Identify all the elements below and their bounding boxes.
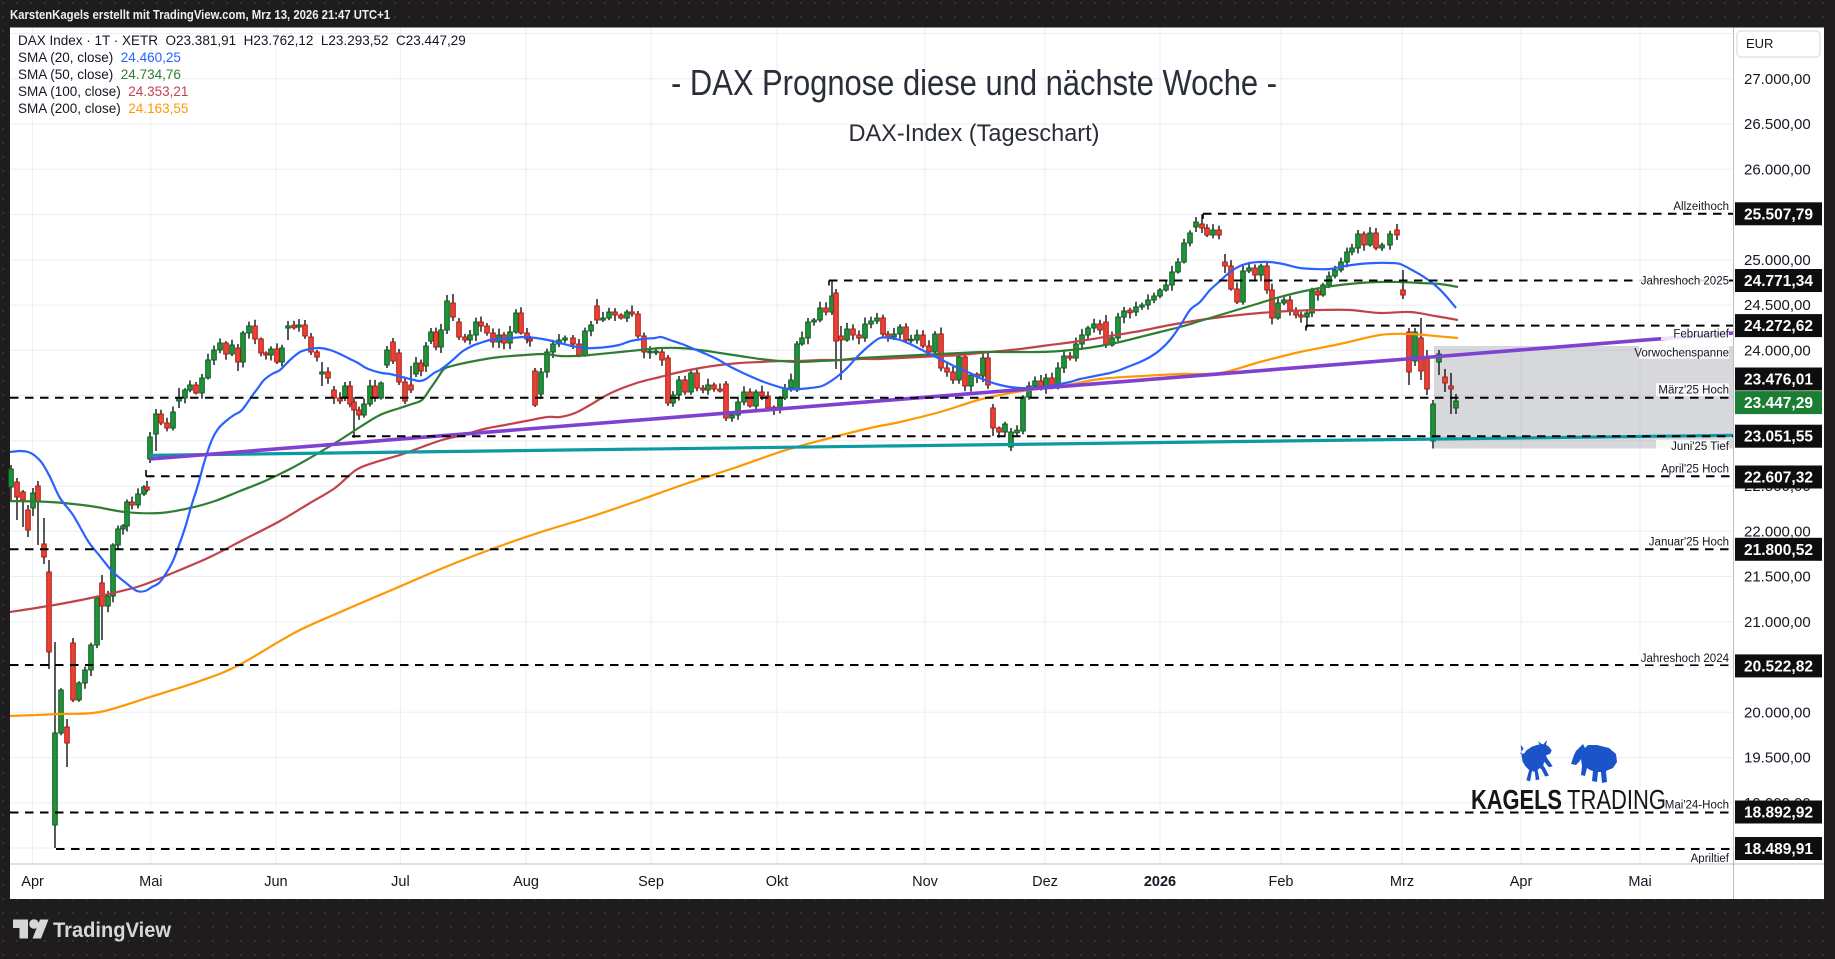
svg-text:SMA (200, close) 24.163,55: SMA (200, close) 24.163,55 <box>18 101 188 116</box>
svg-text:Apr: Apr <box>1510 874 1533 890</box>
svg-text:TradingView: TradingView <box>53 918 171 942</box>
svg-text:19.500,00: 19.500,00 <box>1744 750 1811 767</box>
svg-text:21.800,52: 21.800,52 <box>1744 542 1813 559</box>
svg-text:21.000,00: 21.000,00 <box>1744 614 1811 631</box>
svg-text:26.500,00: 26.500,00 <box>1744 116 1811 133</box>
svg-text:Jahreshoch 2025: Jahreshoch 2025 <box>1641 276 1729 288</box>
svg-text:DAX Index · 1T · XETR O23.381: DAX Index · 1T · XETR O23.381,91 H23.762… <box>18 33 466 48</box>
svg-text:20.000,00: 20.000,00 <box>1744 704 1811 721</box>
svg-text:18.892,92: 18.892,92 <box>1744 805 1813 822</box>
svg-text:Apr: Apr <box>21 874 44 890</box>
svg-text:Januar'25 Hoch: Januar'25 Hoch <box>1649 536 1729 548</box>
svg-text:20.522,82: 20.522,82 <box>1744 658 1813 675</box>
svg-text:- DAX Prognose diese und nächs: - DAX Prognose diese und nächste Woche - <box>671 62 1277 103</box>
svg-text:Nov: Nov <box>912 874 939 890</box>
svg-text:25.000,00: 25.000,00 <box>1744 252 1811 269</box>
svg-text:22.000,00: 22.000,00 <box>1744 523 1811 540</box>
svg-text:DAX-Index (Tageschart): DAX-Index (Tageschart) <box>849 120 1100 147</box>
svg-text:23.476,01: 23.476,01 <box>1744 372 1813 389</box>
svg-text:Okt: Okt <box>766 874 789 890</box>
svg-text:2026: 2026 <box>1144 874 1176 890</box>
svg-text:KAGELS: KAGELS <box>1471 784 1562 815</box>
svg-text:Feb: Feb <box>1269 874 1294 890</box>
svg-text:22.607,32: 22.607,32 <box>1744 470 1813 487</box>
svg-text:Aug: Aug <box>513 874 539 890</box>
svg-text:Jahreshoch 2024: Jahreshoch 2024 <box>1641 653 1730 665</box>
svg-text:Mrz: Mrz <box>1390 874 1414 890</box>
svg-text:27.000,00: 27.000,00 <box>1744 71 1811 88</box>
svg-text:23.447,29: 23.447,29 <box>1744 395 1813 412</box>
svg-text:KarstenKagels erstellt mit Tra: KarstenKagels erstellt mit TradingView.c… <box>10 8 390 22</box>
svg-text:Februartief: Februartief <box>1673 329 1729 341</box>
svg-text:18.489,91: 18.489,91 <box>1744 841 1813 858</box>
svg-text:Jun: Jun <box>264 874 287 890</box>
svg-text:26.000,00: 26.000,00 <box>1744 161 1811 178</box>
svg-text:24.771,34: 24.771,34 <box>1744 273 1813 290</box>
svg-text:Mai'24-Hoch: Mai'24-Hoch <box>1665 800 1729 812</box>
svg-text:SMA (50, close) 24.734,76: SMA (50, close) 24.734,76 <box>18 67 181 82</box>
svg-text:21.500,00: 21.500,00 <box>1744 569 1811 586</box>
svg-text:25.507,79: 25.507,79 <box>1744 206 1813 223</box>
svg-text:Mai: Mai <box>1628 874 1651 890</box>
svg-text:Vorwochenspanne: Vorwochenspanne <box>1634 347 1729 359</box>
svg-text:März'25 Hoch: März'25 Hoch <box>1658 385 1729 397</box>
svg-text:April'25 Hoch: April'25 Hoch <box>1661 463 1729 475</box>
svg-text:24.500,00: 24.500,00 <box>1744 297 1811 314</box>
svg-text:23.051,55: 23.051,55 <box>1744 429 1813 446</box>
svg-text:Mai: Mai <box>139 874 162 890</box>
svg-text:Apriltief: Apriltief <box>1691 853 1730 865</box>
svg-text:SMA (100, close) 24.353,21: SMA (100, close) 24.353,21 <box>18 84 188 99</box>
svg-text:SMA (20, close) 24.460,25: SMA (20, close) 24.460,25 <box>18 50 181 65</box>
svg-text:EUR: EUR <box>1746 36 1773 51</box>
svg-text:Dez: Dez <box>1032 874 1058 890</box>
svg-text:Juni'25 Tief: Juni'25 Tief <box>1671 441 1730 453</box>
svg-text:Sep: Sep <box>638 874 664 890</box>
svg-text:24.000,00: 24.000,00 <box>1744 342 1811 359</box>
svg-text:Jul: Jul <box>391 874 410 890</box>
svg-text:Allzeithoch: Allzeithoch <box>1673 201 1729 213</box>
svg-text:TRADING: TRADING <box>1567 784 1666 815</box>
svg-text:24.272,62: 24.272,62 <box>1744 318 1813 335</box>
